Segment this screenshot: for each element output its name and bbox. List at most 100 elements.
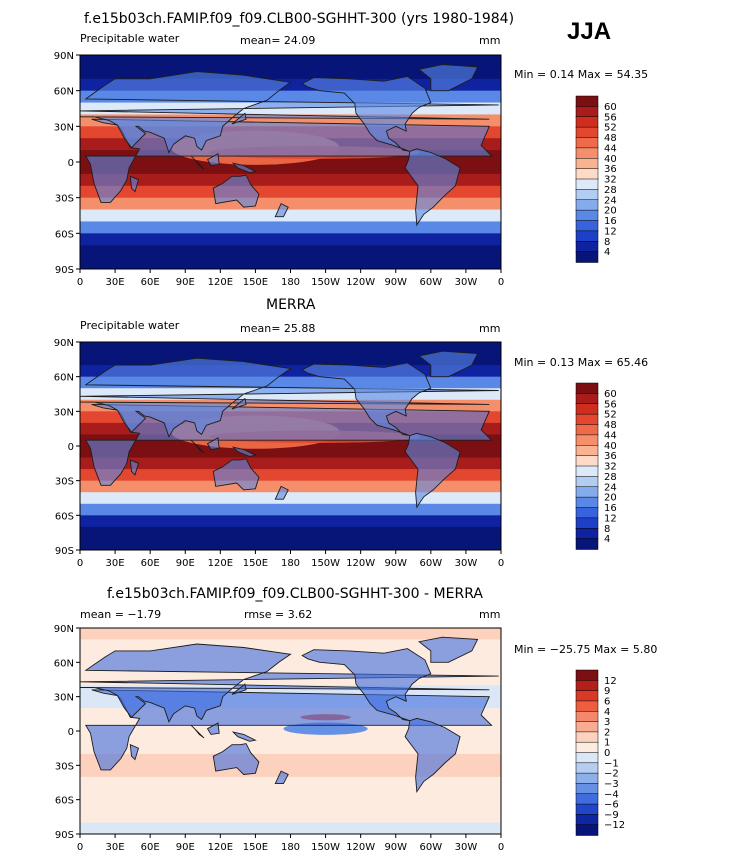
colorbar-label: −6 (604, 800, 619, 811)
coastline (301, 75, 432, 152)
y-tick-label: 30S (55, 194, 74, 205)
band (80, 503, 501, 517)
colorbar-box (575, 721, 599, 733)
colorbar-label: 6 (604, 696, 610, 707)
colorbar-label: 44 (604, 143, 617, 154)
y-tick-label: 90N (54, 51, 74, 62)
coastline (418, 350, 479, 378)
y-tick-label: 90N (54, 624, 74, 635)
x-tick-label: 0 (77, 558, 83, 569)
x-tick-label: 90W (384, 842, 407, 853)
colorbar-label: 4 (604, 707, 610, 718)
x-tick-label: 180 (281, 277, 300, 288)
colorbar-label: 48 (604, 133, 617, 144)
colorbar-label: 60 (604, 389, 617, 400)
y-tick-label: 60S (55, 511, 74, 522)
x-tick-label: 120W (346, 277, 375, 288)
y-tick-label: 30S (55, 477, 74, 488)
colorbar-box (575, 465, 599, 478)
colorbar-box (575, 731, 599, 743)
colorbar-box (575, 382, 599, 395)
colorbar-box (575, 434, 599, 446)
panel-3-left-label: mean = −1.79 (80, 608, 162, 621)
panel-3-heatmap: 0 30E 60E 90E 120E 150E 180 150W 120W 90W 60W 30W 09… (54, 624, 625, 853)
coastline (404, 148, 461, 227)
colorbar-label: 56 (604, 399, 617, 410)
coastline (231, 162, 257, 174)
colorbar-box (575, 783, 599, 795)
x-tick-label: 0 (498, 558, 504, 569)
band (80, 799, 501, 813)
colorbar-box (575, 209, 599, 222)
coastline (404, 717, 461, 794)
colorbar-box (575, 445, 599, 457)
colorbar-label: 40 (604, 154, 617, 165)
colorbar-label: 36 (604, 164, 617, 175)
x-tick-label: 60W (420, 277, 443, 288)
x-tick-label: 30E (106, 558, 125, 569)
coastline (80, 357, 499, 438)
y-tick-label: 90S (55, 830, 74, 841)
band (80, 245, 501, 259)
colorbar-box (575, 752, 599, 764)
colorbar-box (575, 199, 599, 211)
y-tick-label: 60N (54, 87, 74, 98)
colorbar-label: −4 (604, 789, 619, 800)
x-tick-label: 0 (77, 842, 83, 853)
band (80, 788, 501, 801)
x-tick-label: 90W (384, 277, 407, 288)
x-tick-label: 60E (141, 842, 160, 853)
y-tick-label: 90S (55, 546, 74, 557)
colorbar-label: −12 (604, 820, 625, 831)
colorbar-label: 32 (604, 462, 617, 473)
colorbar-box (575, 507, 599, 519)
colorbar-label: 4 (604, 534, 610, 545)
coastline (190, 724, 205, 739)
colorbar-box (575, 106, 599, 118)
colorbar-box (575, 189, 599, 201)
x-tick-label: 60W (420, 558, 443, 569)
colorbar-box (575, 424, 599, 436)
coastline (231, 397, 247, 410)
colorbar-label: 12 (604, 226, 617, 237)
coastline (206, 152, 220, 167)
band (80, 822, 501, 834)
coastline (301, 362, 432, 437)
x-tick-label: 120W (346, 842, 375, 853)
colorbar-box (575, 824, 599, 836)
colorbar-label: 8 (604, 237, 610, 248)
panel-2-units: mm (479, 322, 501, 335)
coastline (231, 683, 247, 695)
colorbar-box (575, 147, 599, 159)
colorbar-box (575, 814, 599, 826)
colorbar-box (575, 772, 599, 785)
coastline (418, 64, 479, 92)
y-tick-label: 90N (54, 338, 74, 349)
coastline (231, 112, 247, 125)
x-tick-label: 120E (208, 842, 233, 853)
colorbar-box (575, 455, 599, 467)
panel-2-left-label: Precipitable water (80, 319, 180, 332)
colorbar-label: 3 (604, 717, 610, 728)
band (80, 480, 501, 494)
colorbar-box (575, 126, 599, 139)
colorbar-box (575, 762, 599, 774)
x-tick-label: 60E (141, 277, 160, 288)
coastline (206, 437, 220, 450)
colorbar-label: 24 (604, 482, 617, 493)
colorbar-label: −3 (604, 779, 619, 790)
colorbar-box (575, 413, 599, 426)
colorbar-box (575, 158, 599, 170)
x-tick-label: 150W (311, 277, 340, 288)
x-tick-label: 0 (498, 277, 504, 288)
band (80, 197, 501, 211)
y-tick-label: 30N (54, 693, 74, 704)
x-tick-label: 90W (384, 558, 407, 569)
y-tick-label: 0 (68, 158, 74, 169)
band (80, 538, 501, 550)
band (80, 233, 501, 247)
band (80, 731, 501, 744)
